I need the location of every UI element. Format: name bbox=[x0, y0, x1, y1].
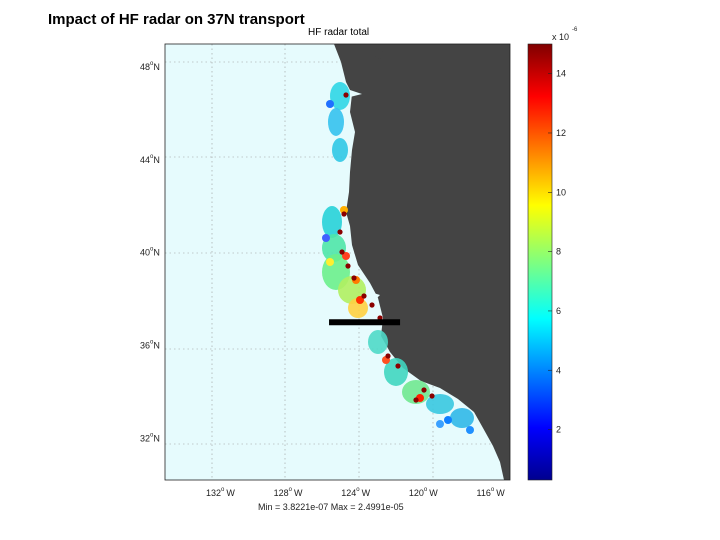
lat-tick-label: 32oN bbox=[140, 432, 160, 443]
lon-tick-sup: o bbox=[424, 487, 428, 493]
lon-tick-hemi: W bbox=[226, 488, 235, 498]
inlet bbox=[350, 90, 362, 97]
lat-tick-degree: 44 bbox=[140, 155, 150, 165]
lon-tick-label: 132o W bbox=[206, 487, 235, 498]
lon-tick-degree: 128 bbox=[274, 488, 289, 498]
lat-tick-hemi: N bbox=[153, 248, 160, 258]
hotspot-point bbox=[339, 249, 345, 255]
colorbar-tick-label: 6 bbox=[556, 306, 561, 316]
hotspot-point bbox=[345, 263, 351, 269]
coverage-cell bbox=[322, 234, 330, 242]
lon-tick-degree: 116 bbox=[477, 488, 491, 498]
lon-tick-hemi: W bbox=[496, 488, 505, 498]
lat-tick-label: 48oN bbox=[140, 61, 160, 72]
colorbar-exponent: -6 bbox=[572, 27, 578, 33]
hotspot-point bbox=[351, 275, 357, 281]
lon-tick-degree: 120 bbox=[409, 488, 424, 498]
coverage-cell bbox=[450, 408, 474, 428]
lat-tick-hemi: N bbox=[153, 155, 160, 165]
hotspot-point bbox=[337, 229, 343, 235]
coverage-cell bbox=[328, 108, 344, 136]
lon-tick-label: 120o W bbox=[409, 487, 438, 498]
coverage-cell bbox=[384, 358, 408, 386]
colorbar-multiplier: x 10 bbox=[552, 32, 569, 42]
lon-tick-sup: o bbox=[289, 487, 293, 493]
lon-tick-sup: o bbox=[221, 487, 225, 493]
lat-tick-sup: o bbox=[150, 61, 154, 67]
lat-tick-label: 44oN bbox=[140, 154, 160, 165]
colorbar-tick-label: 2 bbox=[556, 425, 561, 435]
coverage-cell bbox=[436, 420, 444, 428]
coverage-cell bbox=[326, 100, 334, 108]
hotspot-point bbox=[421, 387, 427, 393]
lat-tick-hemi: N bbox=[153, 433, 160, 443]
coverage-cell bbox=[444, 416, 452, 424]
land-mass bbox=[334, 44, 510, 480]
lon-tick-label: 116o W bbox=[477, 487, 506, 498]
hotspot-point bbox=[413, 397, 419, 403]
lat-tick-sup: o bbox=[150, 339, 154, 345]
coverage-cell bbox=[356, 296, 364, 304]
lat-tick-degree: 48 bbox=[140, 62, 150, 72]
coverage-cell bbox=[322, 206, 342, 238]
colorbar-tick-label: 12 bbox=[556, 128, 566, 138]
lon-tick-hemi: W bbox=[362, 488, 371, 498]
longitude-labels: 132o W 128o W 124o W 120o W 116o W bbox=[206, 487, 505, 498]
lat-tick-hemi: N bbox=[153, 62, 160, 72]
lat-tick-sup: o bbox=[150, 154, 154, 160]
hotspot-point bbox=[429, 393, 435, 399]
slide-title: Impact of HF radar on 37N transport bbox=[48, 11, 305, 28]
radar-coverage bbox=[322, 82, 474, 434]
colorbar-tick-label: 10 bbox=[556, 187, 566, 197]
hotspot-point bbox=[361, 293, 367, 299]
island bbox=[374, 48, 383, 60]
hotspot-point bbox=[343, 92, 349, 98]
coverage-cell bbox=[426, 394, 454, 414]
hotspot-point bbox=[395, 363, 401, 369]
coverage-cell bbox=[330, 82, 350, 110]
coverage-cell bbox=[368, 330, 388, 354]
lat-tick-degree: 32 bbox=[140, 433, 150, 443]
hotspot-point bbox=[369, 302, 375, 308]
lat-tick-hemi: N bbox=[153, 340, 160, 350]
lat-tick-degree: 36 bbox=[140, 340, 150, 350]
colorbar bbox=[527, 43, 553, 481]
coverage-cell bbox=[342, 252, 350, 260]
lon-tick-sup: o bbox=[491, 487, 495, 493]
map-border bbox=[164, 43, 511, 481]
colorbar-ticks: 2 4 6 8 10 12 14 bbox=[548, 69, 566, 435]
lon-tick-hemi: W bbox=[294, 488, 303, 498]
lon-tick-sup: o bbox=[356, 487, 360, 493]
lat-tick-sup: o bbox=[150, 432, 154, 438]
coverage-cell bbox=[466, 426, 474, 434]
lat-tick-degree: 40 bbox=[140, 248, 150, 258]
lat-tick-label: 40oN bbox=[140, 247, 160, 258]
lon-tick-hemi: W bbox=[429, 488, 438, 498]
coverage-cell bbox=[348, 298, 368, 318]
coverage-cell bbox=[326, 258, 334, 266]
lon-tick-degree: 132 bbox=[206, 488, 221, 498]
map-stats: Min = 3.8221e-07 Max = 2.4991e-05 bbox=[258, 502, 404, 512]
inlet bbox=[370, 292, 380, 301]
hotspot-point bbox=[341, 211, 347, 217]
lat-tick-sup: o bbox=[150, 247, 154, 253]
coverage-cell bbox=[332, 138, 348, 162]
colorbar-tick-label: 14 bbox=[556, 69, 566, 79]
map-title: HF radar total bbox=[308, 27, 370, 38]
lat-tick-label: 36oN bbox=[140, 339, 160, 350]
hotspot-point bbox=[385, 353, 391, 359]
colorbar-tick-label: 8 bbox=[556, 247, 561, 257]
colorbar-tick-label: 4 bbox=[556, 365, 561, 375]
lon-tick-degree: 124 bbox=[341, 488, 356, 498]
coverage-cell bbox=[340, 206, 348, 214]
lon-tick-label: 128o W bbox=[274, 487, 303, 498]
lon-tick-label: 124o W bbox=[341, 487, 370, 498]
radar-hotspots bbox=[337, 92, 435, 403]
